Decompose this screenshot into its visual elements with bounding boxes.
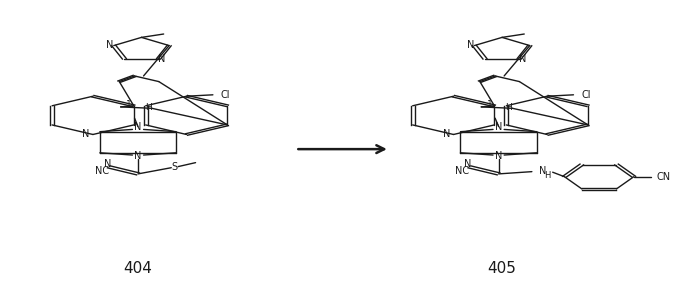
Text: N: N: [519, 54, 526, 64]
Text: N: N: [134, 122, 142, 132]
Text: N: N: [106, 40, 113, 50]
Text: CN: CN: [656, 172, 671, 182]
Text: Cl: Cl: [581, 90, 591, 100]
Text: N: N: [495, 151, 503, 161]
Text: N: N: [82, 129, 89, 139]
Text: N: N: [103, 159, 111, 169]
Text: H: H: [145, 103, 152, 112]
Text: S: S: [172, 162, 178, 172]
Text: H: H: [544, 170, 550, 180]
Text: N: N: [495, 122, 503, 132]
Text: 1: 1: [487, 100, 493, 108]
Text: N: N: [464, 159, 472, 169]
Text: N: N: [466, 40, 474, 50]
Text: 405: 405: [488, 261, 517, 276]
Text: NC: NC: [456, 166, 470, 176]
Text: H: H: [505, 103, 512, 112]
Text: N: N: [134, 151, 142, 161]
Text: N: N: [540, 166, 547, 176]
Text: N: N: [443, 129, 450, 139]
Text: NC: NC: [95, 166, 109, 176]
Text: Cl: Cl: [221, 90, 230, 100]
Text: N: N: [159, 54, 166, 64]
Text: 1: 1: [126, 100, 132, 108]
Text: 404: 404: [124, 261, 152, 276]
